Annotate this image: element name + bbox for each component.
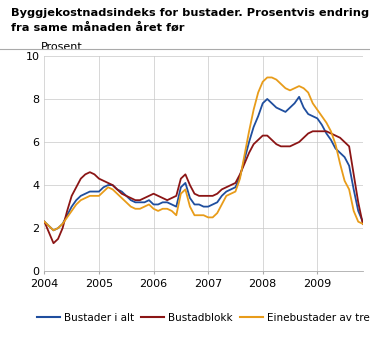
Text: Prosent: Prosent [41, 42, 83, 52]
Legend: Bustader i alt, Bustadblokk, Einebustader av tre: Bustader i alt, Bustadblokk, Einebustade… [33, 309, 370, 327]
Text: fra same månaden året før: fra same månaden året før [11, 22, 185, 33]
Text: Byggjekostnadsindeks for bustader. Prosentvis endring: Byggjekostnadsindeks for bustader. Prose… [11, 8, 369, 18]
